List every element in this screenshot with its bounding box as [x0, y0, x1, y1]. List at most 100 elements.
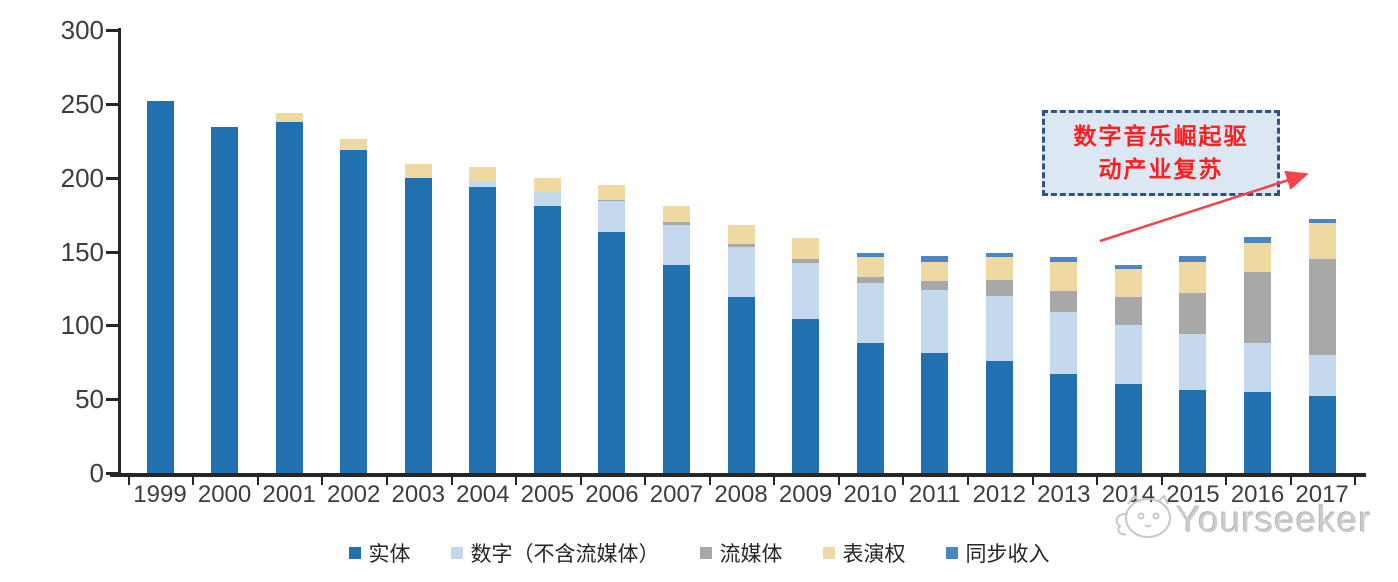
bar-segment — [921, 255, 949, 262]
x-axis-tick-label: 2001 — [262, 481, 316, 508]
bar-segment — [662, 264, 690, 473]
bar-segment — [1244, 242, 1272, 273]
bar-segment — [985, 257, 1013, 280]
bar-segment — [1244, 343, 1272, 392]
bar-group — [856, 253, 884, 473]
bar-group — [1244, 236, 1272, 473]
bar-group — [404, 164, 432, 473]
legend-swatch — [822, 547, 835, 559]
y-axis-tick-label: 250 — [60, 88, 104, 119]
bar-segment — [1114, 384, 1142, 473]
x-axis-tick — [1289, 477, 1292, 485]
x-axis-tick — [450, 477, 453, 485]
x-axis-tick — [708, 477, 711, 485]
annotation-text-line1: 数字音乐崛起驱 — [1073, 122, 1249, 149]
bar-segment — [1308, 258, 1336, 355]
bar-segment — [985, 360, 1013, 473]
y-axis-tick — [106, 324, 118, 328]
bar-group — [340, 139, 368, 473]
x-axis-tick — [515, 477, 518, 485]
bar-segment — [1308, 219, 1336, 224]
bar-segment — [598, 185, 626, 200]
bar-segment — [1244, 272, 1272, 344]
bar-segment — [727, 297, 755, 473]
x-axis-tick — [967, 477, 969, 485]
y-axis-tick — [106, 398, 118, 402]
x-axis-tick-label: 2008 — [714, 481, 768, 508]
bar-group — [1308, 219, 1336, 473]
y-axis-tick-label: 100 — [60, 310, 104, 341]
bar-segment — [533, 205, 561, 473]
bar-segment — [985, 295, 1013, 361]
y-axis-tick-label: 150 — [60, 236, 104, 267]
bar-segment — [792, 258, 820, 264]
x-axis-tick-label: 1999 — [133, 481, 187, 508]
bar-segment — [1114, 264, 1142, 270]
bar-segment — [727, 224, 755, 245]
x-axis-tick-label: 2004 — [456, 481, 510, 508]
bar-segment — [1050, 257, 1078, 262]
watermark: Yourseeker — [1112, 492, 1372, 548]
bar-segment — [275, 112, 303, 122]
x-axis-tick — [321, 477, 324, 485]
bar-segment — [985, 279, 1013, 296]
watermark-text: Yourseeker — [1176, 499, 1372, 540]
bar-segment — [1308, 223, 1336, 259]
legend-swatch — [945, 547, 958, 559]
bar-segment — [792, 319, 820, 473]
x-axis-tick-label: 2015 — [1166, 481, 1220, 508]
y-axis-tick — [106, 176, 118, 180]
bar-segment — [1114, 325, 1142, 385]
x-axis-tick-label: 2016 — [1230, 481, 1285, 508]
bar-segment — [727, 244, 755, 248]
bar-segment — [598, 232, 626, 473]
x-axis-tick — [1354, 477, 1357, 485]
x-axis-tick — [1096, 477, 1099, 485]
bar-segment — [469, 186, 497, 473]
legend-item: 数字（不含流媒体） — [450, 538, 660, 568]
bar-segment — [1308, 396, 1336, 473]
legend-swatch — [450, 547, 463, 559]
bar-group — [662, 205, 690, 473]
x-axis-tick-label: 2011 — [908, 481, 961, 508]
bar-group — [275, 112, 303, 473]
x-axis-tick — [1160, 477, 1163, 485]
bar-group — [469, 167, 497, 473]
x-axis-tick — [1031, 477, 1034, 485]
bar-segment — [533, 192, 561, 206]
bar-segment — [856, 343, 884, 473]
x-axis-tick-label: 2006 — [585, 481, 639, 508]
bar-group — [1179, 255, 1207, 473]
x-axis-tick-label: 2017 — [1295, 481, 1349, 508]
bar-segment — [275, 121, 303, 473]
y-axis-tick-label: 0 — [89, 458, 104, 488]
bar-segment — [1050, 291, 1078, 313]
y-axis-tick — [106, 472, 118, 475]
x-axis-tick — [127, 477, 130, 485]
bar-segment — [921, 353, 949, 473]
bar-group — [598, 185, 626, 473]
annotation-arrow-icon — [1099, 170, 1309, 243]
bar-segment — [1050, 261, 1078, 292]
bar-segment — [1114, 297, 1142, 326]
bar-segment — [1244, 236, 1272, 243]
x-axis-tick-label: 2009 — [778, 481, 833, 508]
bar-segment — [211, 127, 239, 473]
legend-item: 实体 — [348, 538, 411, 568]
bar-segment — [856, 257, 884, 277]
bar-segment — [146, 100, 174, 473]
bar-segment — [1179, 261, 1207, 293]
x-axis-tick-label: 2005 — [520, 481, 575, 508]
bar-segment — [792, 263, 820, 320]
y-axis-tick — [106, 102, 118, 106]
bar-segment — [662, 205, 690, 222]
bar-segment — [404, 164, 432, 178]
bar-segment — [1179, 334, 1207, 391]
legend-label: 同步收入 — [965, 543, 1050, 566]
bar-segment — [1050, 312, 1078, 375]
bar-segment — [598, 201, 626, 233]
bar-segment — [1050, 374, 1078, 473]
bar-group — [1050, 257, 1078, 473]
bar-group — [1114, 264, 1142, 473]
